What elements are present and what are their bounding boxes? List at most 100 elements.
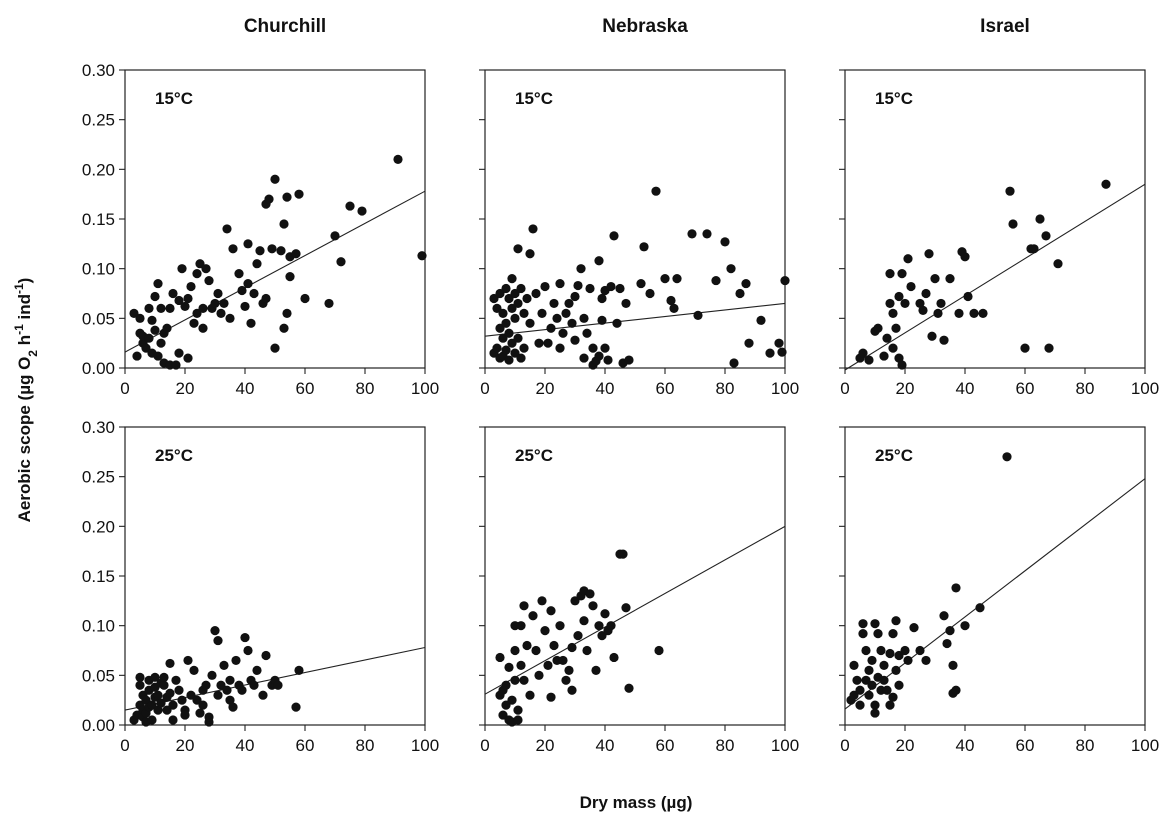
data-point: [243, 645, 253, 656]
data-point: [501, 318, 511, 328]
y-tick-label: 0.00: [82, 359, 115, 378]
data-point: [189, 665, 199, 675]
x-tick-label: 60: [296, 379, 315, 398]
data-point: [621, 603, 631, 613]
data-point: [513, 333, 523, 343]
data-point: [561, 675, 571, 685]
data-point: [192, 269, 202, 279]
data-point: [147, 315, 157, 325]
temperature-label: 25°C: [875, 446, 913, 465]
x-tick-label: 100: [1131, 379, 1159, 398]
y-axis-label-part: 2: [26, 350, 40, 357]
data-point: [165, 688, 175, 698]
y-axis-label: Aerobic scope (µg O2 h-1 ind-1): [12, 278, 40, 523]
data-point: [873, 323, 883, 333]
data-point: [765, 348, 775, 358]
data-point: [903, 655, 913, 666]
data-point: [849, 660, 859, 671]
data-point: [543, 338, 553, 348]
panel-col1-25c: 0 20 40 60 80 100 25°C: [479, 426, 799, 755]
data-point: [888, 629, 898, 639]
data-point: [162, 323, 172, 333]
data-point: [507, 274, 517, 284]
data-point: [576, 264, 586, 274]
data-point: [324, 298, 334, 309]
data-point: [975, 603, 985, 613]
x-tick-label: 20: [176, 379, 195, 398]
x-tick-label: 0: [480, 736, 489, 755]
regression-line: [844, 478, 1146, 710]
data-point: [183, 353, 193, 363]
data-point: [501, 283, 511, 294]
x-tick-label: 40: [596, 736, 615, 755]
data-point: [921, 288, 931, 299]
data-point: [606, 621, 616, 631]
data-point: [156, 338, 166, 348]
data-point: [507, 695, 517, 705]
data-point: [501, 345, 511, 355]
data-point: [525, 249, 535, 259]
data-point: [555, 278, 565, 289]
data-point: [858, 619, 868, 629]
data-point: [264, 194, 274, 204]
data-point: [600, 343, 610, 353]
data-point: [156, 698, 166, 708]
data-point: [558, 328, 568, 338]
plot-frame: [484, 426, 786, 726]
data-point: [924, 249, 934, 259]
data-point: [933, 308, 943, 318]
data-point: [939, 611, 949, 621]
data-point: [135, 680, 145, 690]
temperature-label: 25°C: [515, 446, 553, 465]
panel-col2-25c: 0 20 40 60 80 100 25°C: [839, 426, 1159, 755]
data-point: [654, 645, 664, 656]
data-point: [909, 623, 919, 633]
data-point: [183, 293, 193, 304]
y-axis-label-part: Aerobic scope (µg O: [15, 357, 34, 523]
data-point: [687, 229, 697, 239]
data-point: [597, 315, 607, 325]
regression-line: [844, 183, 1146, 371]
plot-frame: [844, 426, 1146, 726]
x-tick-label: 0: [120, 379, 129, 398]
data-point: [711, 275, 721, 286]
data-point: [525, 318, 535, 328]
x-tick-label: 60: [296, 736, 315, 755]
data-point: [228, 702, 238, 712]
data-point: [936, 298, 946, 309]
data-point: [555, 621, 565, 631]
data-point: [240, 632, 250, 643]
data-point: [1005, 186, 1015, 196]
data-point: [543, 660, 553, 671]
data-point: [516, 283, 526, 294]
x-tick-label: 20: [896, 379, 915, 398]
data-point: [651, 186, 661, 196]
panels: 0 20 40 60 80 100 0.00 0.05 0.10 0.15 0.20 0.25 0.30…: [82, 16, 1159, 755]
data-point: [570, 291, 580, 302]
data-point: [345, 201, 355, 211]
data-point: [210, 626, 220, 636]
data-point: [222, 685, 232, 695]
data-point: [252, 259, 262, 269]
data-point: [858, 629, 868, 639]
data-point: [498, 308, 508, 318]
data-point: [915, 645, 925, 656]
data-point: [876, 645, 886, 656]
data-point: [183, 655, 193, 666]
y-tick-label: 0.10: [82, 617, 115, 636]
data-point: [519, 343, 529, 353]
data-point: [597, 293, 607, 304]
data-point: [252, 665, 262, 675]
data-point: [135, 313, 145, 323]
data-point: [546, 606, 556, 616]
data-point: [282, 308, 292, 318]
y-tick-label: 0.25: [82, 468, 115, 487]
data-point: [894, 291, 904, 302]
data-point: [168, 715, 178, 725]
data-point: [282, 192, 292, 202]
data-point: [891, 665, 901, 675]
data-point: [231, 655, 241, 666]
data-point: [519, 308, 529, 318]
data-point: [612, 318, 622, 328]
